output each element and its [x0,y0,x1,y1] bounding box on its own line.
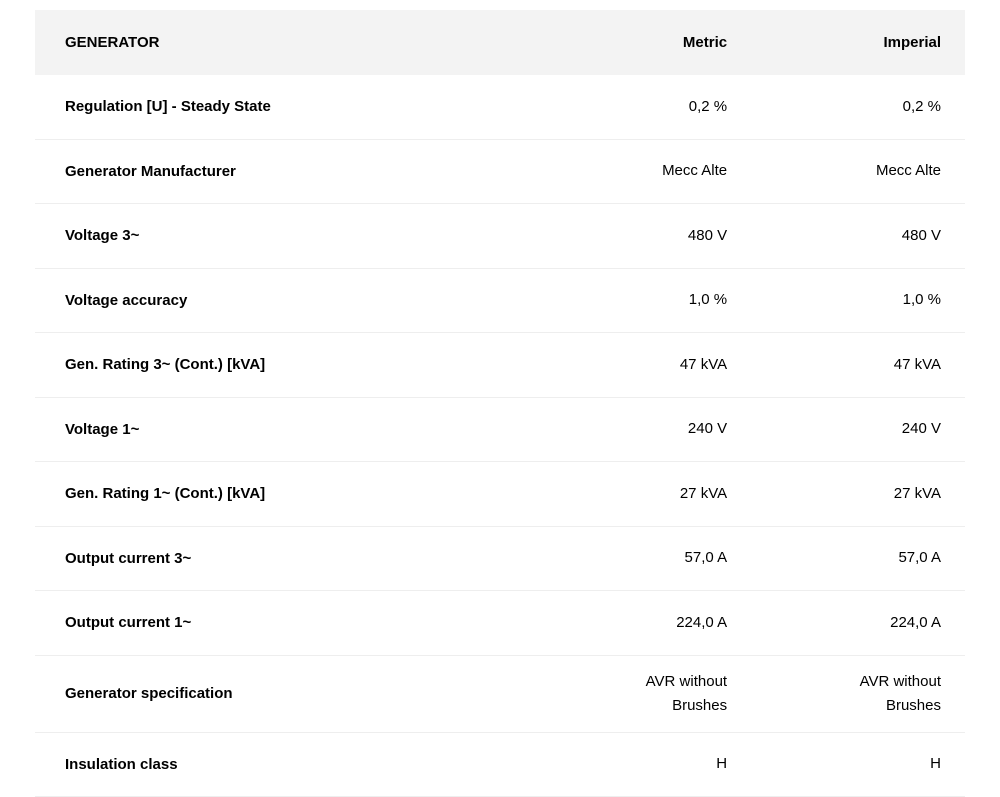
row-label: Regulation [U] - Steady State [35,75,537,139]
header-imperial: Imperial [751,10,965,75]
row-imperial: 57,0 A [751,526,965,591]
row-imperial: 47 kVA [751,333,965,398]
row-metric: 27 kVA [537,462,751,527]
table-row: Insulation class H H [35,732,965,797]
row-metric: Mecc Alte [537,139,751,204]
row-metric: 240 V [537,397,751,462]
row-metric: 0,2 % [537,75,751,139]
row-label: Gen. Rating 3~ (Cont.) [kVA] [35,333,537,398]
row-metric: H [537,732,751,797]
row-label: Voltage 3~ [35,204,537,269]
header-metric: Metric [537,10,751,75]
row-label: Generator specification [35,655,537,732]
row-metric: 224,0 A [537,591,751,656]
row-metric: 57,0 A [537,526,751,591]
row-metric: 47 kVA [537,333,751,398]
row-label: Generator Manufacturer [35,139,537,204]
table-row: Generator Manufacturer Mecc Alte Mecc Al… [35,139,965,204]
row-label: Voltage accuracy [35,268,537,333]
table-row: Voltage accuracy 1,0 % 1,0 % [35,268,965,333]
row-metric: 480 V [537,204,751,269]
table-row: Voltage 3~ 480 V 480 V [35,204,965,269]
row-imperial: 240 V [751,397,965,462]
row-imperial: 0,2 % [751,75,965,139]
header-title: GENERATOR [35,10,537,75]
row-imperial: 224,0 A [751,591,965,656]
row-label: Voltage 1~ [35,397,537,462]
table-header-row: GENERATOR Metric Imperial [35,10,965,75]
row-label: Output current 3~ [35,526,537,591]
row-metric: AVR without Brushes [537,655,751,732]
table-row: Output current 3~ 57,0 A 57,0 A [35,526,965,591]
row-imperial: 27 kVA [751,462,965,527]
generator-spec-table: GENERATOR Metric Imperial Regulation [U]… [35,10,965,797]
table-row: Voltage 1~ 240 V 240 V [35,397,965,462]
row-imperial: Mecc Alte [751,139,965,204]
row-imperial: H [751,732,965,797]
table-row: Gen. Rating 3~ (Cont.) [kVA] 47 kVA 47 k… [35,333,965,398]
row-imperial: AVR without Brushes [751,655,965,732]
row-imperial: 480 V [751,204,965,269]
row-imperial: 1,0 % [751,268,965,333]
table-row: Gen. Rating 1~ (Cont.) [kVA] 27 kVA 27 k… [35,462,965,527]
table-row: Generator specification AVR without Brus… [35,655,965,732]
row-metric: 1,0 % [537,268,751,333]
table-row: Output current 1~ 224,0 A 224,0 A [35,591,965,656]
row-label: Output current 1~ [35,591,537,656]
row-label: Insulation class [35,732,537,797]
row-label: Gen. Rating 1~ (Cont.) [kVA] [35,462,537,527]
spec-table-container: GENERATOR Metric Imperial Regulation [U]… [0,0,1000,797]
table-row: Regulation [U] - Steady State 0,2 % 0,2 … [35,75,965,139]
